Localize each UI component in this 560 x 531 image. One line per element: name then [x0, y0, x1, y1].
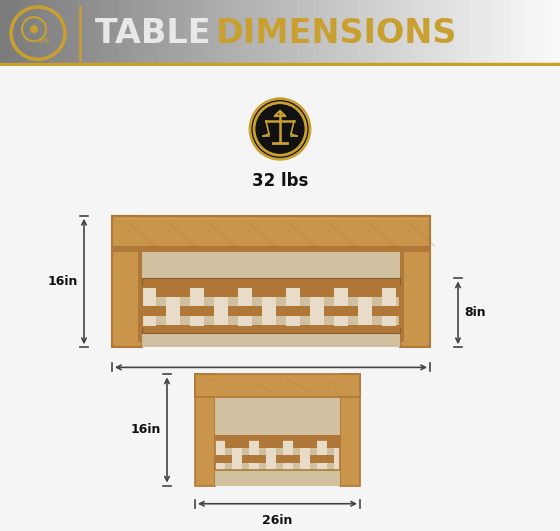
Bar: [334, 440, 340, 470]
Bar: [142, 325, 156, 327]
Text: 16in: 16in: [130, 424, 161, 436]
Text: 26in: 26in: [262, 514, 293, 527]
Bar: [286, 287, 300, 327]
Bar: [190, 325, 204, 327]
Bar: [382, 287, 396, 327]
Bar: [166, 287, 180, 327]
Bar: [358, 287, 372, 327]
Text: 16in: 16in: [48, 275, 78, 288]
Bar: [142, 278, 400, 287]
Bar: [238, 325, 252, 327]
Bar: [300, 455, 310, 464]
Bar: [262, 306, 276, 316]
Text: TABLE: TABLE: [95, 16, 222, 50]
Bar: [266, 455, 276, 464]
Bar: [317, 440, 327, 448]
Bar: [249, 440, 259, 470]
Bar: [190, 287, 204, 297]
Bar: [400, 216, 430, 347]
Bar: [400, 251, 404, 342]
Bar: [286, 325, 300, 327]
Bar: [190, 287, 204, 327]
Bar: [232, 455, 242, 464]
Bar: [142, 327, 400, 333]
Bar: [195, 374, 215, 485]
Bar: [286, 287, 300, 297]
Bar: [334, 287, 348, 297]
Bar: [334, 287, 348, 327]
Text: 35.5in: 35.5in: [249, 378, 293, 390]
Bar: [300, 440, 310, 470]
Bar: [317, 440, 327, 470]
Text: FNI: FNI: [40, 38, 52, 44]
Bar: [215, 440, 225, 470]
Bar: [215, 440, 340, 448]
Bar: [214, 287, 228, 327]
Bar: [382, 287, 396, 297]
Bar: [142, 287, 400, 297]
Bar: [262, 287, 276, 327]
Bar: [358, 306, 372, 316]
Circle shape: [30, 25, 38, 33]
Bar: [215, 440, 340, 470]
Bar: [195, 374, 360, 397]
Bar: [166, 306, 180, 316]
Bar: [238, 287, 252, 327]
Bar: [249, 440, 259, 448]
Bar: [215, 435, 340, 440]
Bar: [232, 440, 242, 470]
Bar: [334, 455, 340, 464]
Bar: [142, 287, 156, 327]
Bar: [138, 251, 142, 342]
Bar: [142, 287, 156, 297]
Circle shape: [250, 99, 310, 159]
Bar: [215, 455, 340, 464]
Bar: [214, 306, 228, 316]
Bar: [215, 440, 225, 448]
Bar: [340, 374, 360, 485]
Bar: [310, 287, 324, 327]
Bar: [283, 440, 293, 470]
Bar: [112, 216, 430, 251]
Bar: [382, 325, 396, 327]
Bar: [142, 287, 400, 327]
Bar: [215, 397, 340, 485]
Bar: [142, 251, 400, 347]
Text: 8in: 8in: [464, 306, 486, 319]
Text: DIMENSIONS: DIMENSIONS: [216, 16, 458, 50]
Bar: [142, 325, 400, 327]
Bar: [266, 440, 276, 470]
Text: 32 lbs: 32 lbs: [252, 173, 308, 191]
Bar: [142, 306, 400, 316]
Bar: [283, 440, 293, 448]
Bar: [310, 306, 324, 316]
Bar: [112, 246, 430, 251]
Bar: [112, 216, 142, 347]
Bar: [334, 325, 348, 327]
Bar: [238, 287, 252, 297]
